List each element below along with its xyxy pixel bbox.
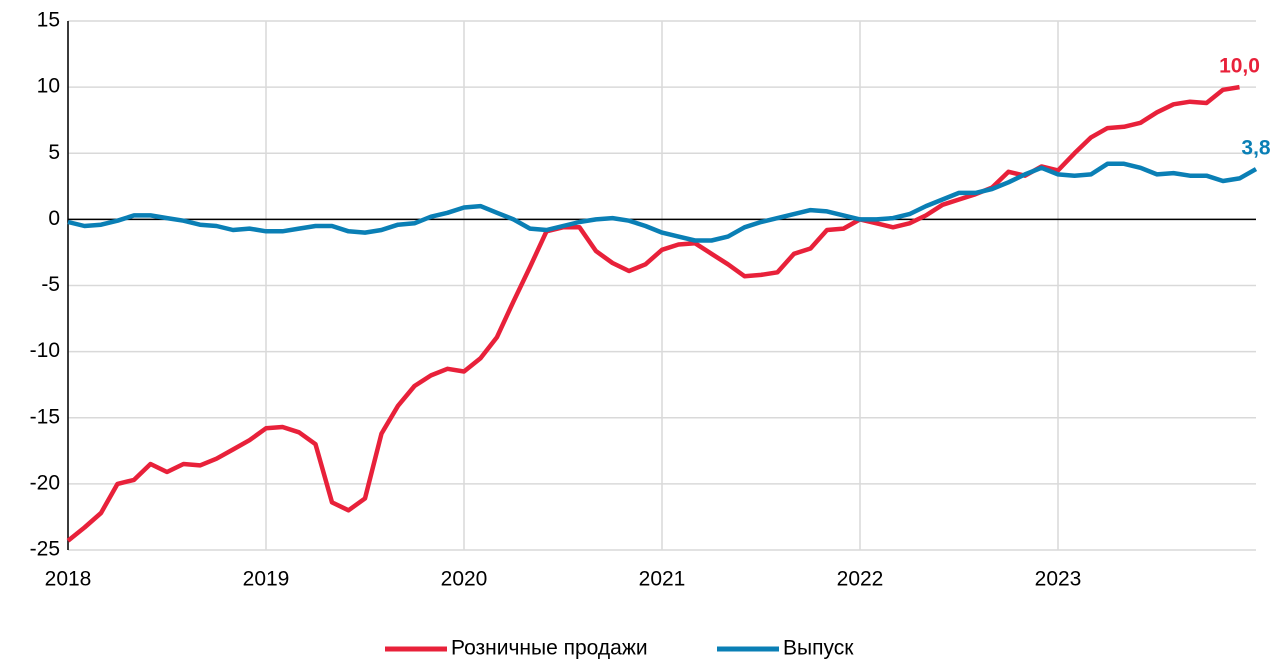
legend-label: Розничные продажи bbox=[451, 637, 648, 660]
y-tick-label: -15 bbox=[30, 405, 60, 428]
legend-label: Выпуск bbox=[783, 637, 854, 660]
series-line bbox=[66, 84, 1240, 543]
x-tick-label: 2020 bbox=[441, 568, 488, 591]
y-tick-label: 5 bbox=[48, 141, 60, 164]
x-tick-label: 2023 bbox=[1035, 568, 1082, 591]
x-tick-label: 2021 bbox=[639, 568, 686, 591]
y-tick-label: 10 bbox=[37, 75, 60, 98]
data-label: 10,0 bbox=[1219, 55, 1260, 78]
x-tick-label: 2019 bbox=[243, 568, 290, 591]
x-tick-label: 2022 bbox=[837, 568, 884, 591]
y-tick-label: 0 bbox=[48, 207, 60, 230]
y-tick-label: -5 bbox=[41, 273, 60, 296]
x-tick-label: 2018 bbox=[45, 568, 92, 591]
y-tick-label: -25 bbox=[30, 538, 60, 561]
y-tick-label: -10 bbox=[30, 339, 60, 362]
y-tick-label: -20 bbox=[30, 471, 60, 494]
y-tick-label: 15 bbox=[37, 9, 60, 32]
series-line bbox=[67, 161, 1258, 243]
data-label: 3,8 bbox=[1241, 137, 1271, 160]
